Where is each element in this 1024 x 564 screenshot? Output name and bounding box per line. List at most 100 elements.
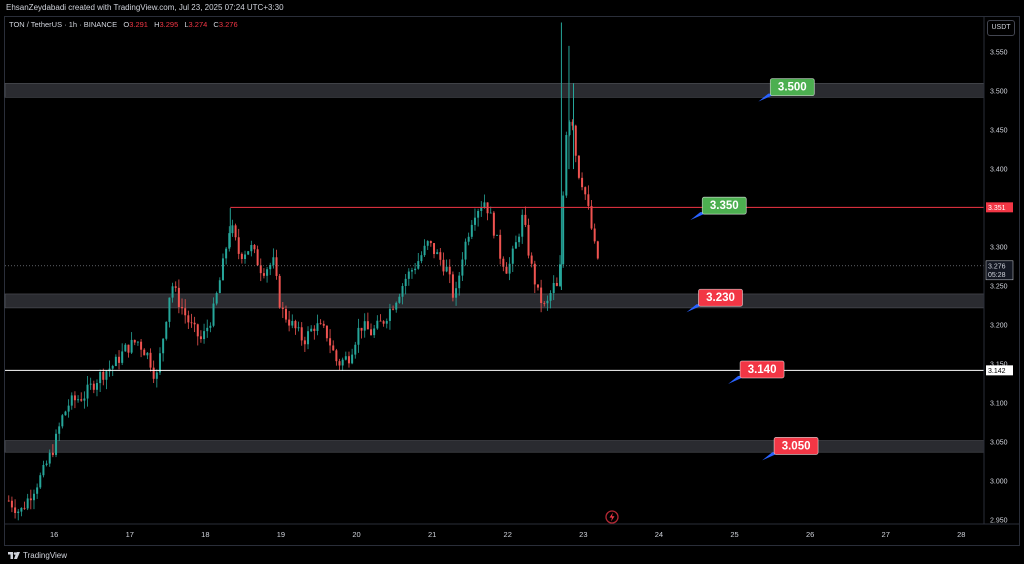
label-text: 3.500 bbox=[778, 82, 807, 94]
candle-body bbox=[244, 254, 247, 259]
price-tag-countdown: 05:28 bbox=[988, 272, 1006, 279]
candle-body bbox=[388, 308, 391, 321]
candle-body bbox=[165, 321, 168, 339]
candle-body bbox=[281, 307, 284, 309]
x-tick-label: 28 bbox=[957, 530, 965, 539]
candle-body bbox=[385, 320, 388, 324]
candle-body bbox=[316, 323, 319, 331]
candle-body bbox=[483, 202, 486, 208]
candle-body bbox=[366, 321, 369, 330]
label-text: 3.350 bbox=[710, 200, 739, 212]
candle-body bbox=[240, 253, 243, 259]
candle-body bbox=[505, 266, 508, 274]
x-tick-label: 25 bbox=[730, 530, 738, 539]
candle-body bbox=[410, 270, 413, 272]
candle-body bbox=[467, 236, 470, 242]
candle-body bbox=[171, 286, 174, 298]
candle-body bbox=[451, 274, 454, 298]
close-value: 3.276 bbox=[218, 20, 238, 29]
candle-body bbox=[181, 307, 184, 309]
currency-button[interactable]: USDT bbox=[987, 20, 1015, 36]
candle-body bbox=[549, 293, 552, 301]
candle-body bbox=[70, 395, 73, 406]
candle-body bbox=[266, 269, 269, 276]
y-tick-label: 3.450 bbox=[990, 128, 1008, 135]
candle-body bbox=[477, 210, 480, 218]
candle-body bbox=[187, 315, 190, 323]
y-tick-label: 3.150 bbox=[990, 362, 1008, 369]
y-tick-label: 3.100 bbox=[990, 401, 1008, 408]
candle-body bbox=[168, 297, 171, 322]
price-label-red: 3.050 bbox=[762, 437, 819, 461]
candle-body bbox=[64, 411, 67, 416]
candle-body bbox=[237, 237, 240, 254]
x-tick-label: 16 bbox=[50, 530, 58, 539]
y-tick-label: 2.950 bbox=[990, 518, 1008, 525]
candle-body bbox=[61, 415, 64, 427]
candle-body bbox=[95, 383, 98, 390]
y-axis: 2.950 3.000 3.050 3.100 3.150 3.200 3.250 3.300… bbox=[990, 50, 1008, 525]
zone-rect bbox=[4, 440, 985, 453]
label-box bbox=[773, 437, 819, 455]
y-tick-label: 3.400 bbox=[990, 167, 1008, 174]
candle-body bbox=[218, 280, 221, 294]
candle-body bbox=[83, 398, 86, 401]
candle-body bbox=[225, 248, 228, 259]
candle-body bbox=[67, 405, 70, 412]
candle-body bbox=[426, 241, 429, 246]
candle-body bbox=[29, 498, 32, 501]
price-label-red: 3.230 bbox=[686, 288, 743, 313]
candle-body bbox=[55, 433, 58, 455]
candle-body bbox=[89, 383, 92, 385]
label-text: 3.050 bbox=[782, 440, 811, 452]
candle-body bbox=[48, 452, 51, 464]
candle-body bbox=[433, 243, 436, 255]
price-tag-last bbox=[985, 260, 1014, 281]
candle-body bbox=[253, 245, 256, 250]
zones-layer bbox=[4, 83, 985, 453]
candle-body bbox=[288, 319, 291, 326]
candle-body bbox=[146, 352, 149, 356]
candle-body bbox=[514, 242, 517, 249]
candle-body bbox=[206, 327, 209, 332]
candle-body bbox=[533, 263, 536, 285]
candle-body bbox=[111, 365, 114, 369]
candle-body bbox=[32, 493, 35, 501]
candle-body bbox=[593, 228, 596, 242]
candle-body bbox=[247, 251, 250, 255]
candle-body bbox=[190, 322, 193, 324]
candle-body bbox=[565, 135, 568, 196]
label-box bbox=[739, 360, 785, 379]
symbol-name[interactable]: TON / TetherUS · 1h · BINANCE bbox=[9, 20, 118, 29]
candle-body bbox=[118, 356, 121, 363]
candle-body bbox=[370, 329, 373, 336]
candle-body bbox=[508, 263, 511, 274]
candle-body bbox=[297, 327, 300, 329]
lightning-icon[interactable] bbox=[605, 510, 619, 524]
candle-body bbox=[420, 255, 423, 262]
candle-body bbox=[329, 338, 332, 346]
candle-body bbox=[347, 356, 350, 364]
candle-body bbox=[373, 328, 376, 336]
candle-body bbox=[524, 214, 527, 225]
candle-body bbox=[344, 356, 347, 360]
candle-body bbox=[322, 323, 325, 326]
candle-body bbox=[158, 353, 161, 373]
x-tick-label: 21 bbox=[428, 530, 436, 539]
candle-body bbox=[130, 339, 133, 353]
candle-body bbox=[464, 241, 467, 260]
candle-body bbox=[152, 367, 155, 379]
candle-body bbox=[45, 463, 48, 465]
x-tick-label: 26 bbox=[806, 530, 814, 539]
candle-body bbox=[480, 207, 483, 211]
price-tag-text: 3.142 bbox=[988, 368, 1006, 375]
candle-body bbox=[518, 236, 521, 243]
candle-body bbox=[417, 261, 420, 269]
candle-body bbox=[105, 371, 108, 380]
candle-body bbox=[552, 282, 555, 294]
x-axis: 16 17 18 19 20 21 22 23 24 25 26 27 28 bbox=[50, 530, 966, 539]
x-tick-label: 18 bbox=[201, 530, 209, 539]
y-tick-label: 3.500 bbox=[990, 89, 1008, 96]
candle-body bbox=[23, 507, 26, 509]
